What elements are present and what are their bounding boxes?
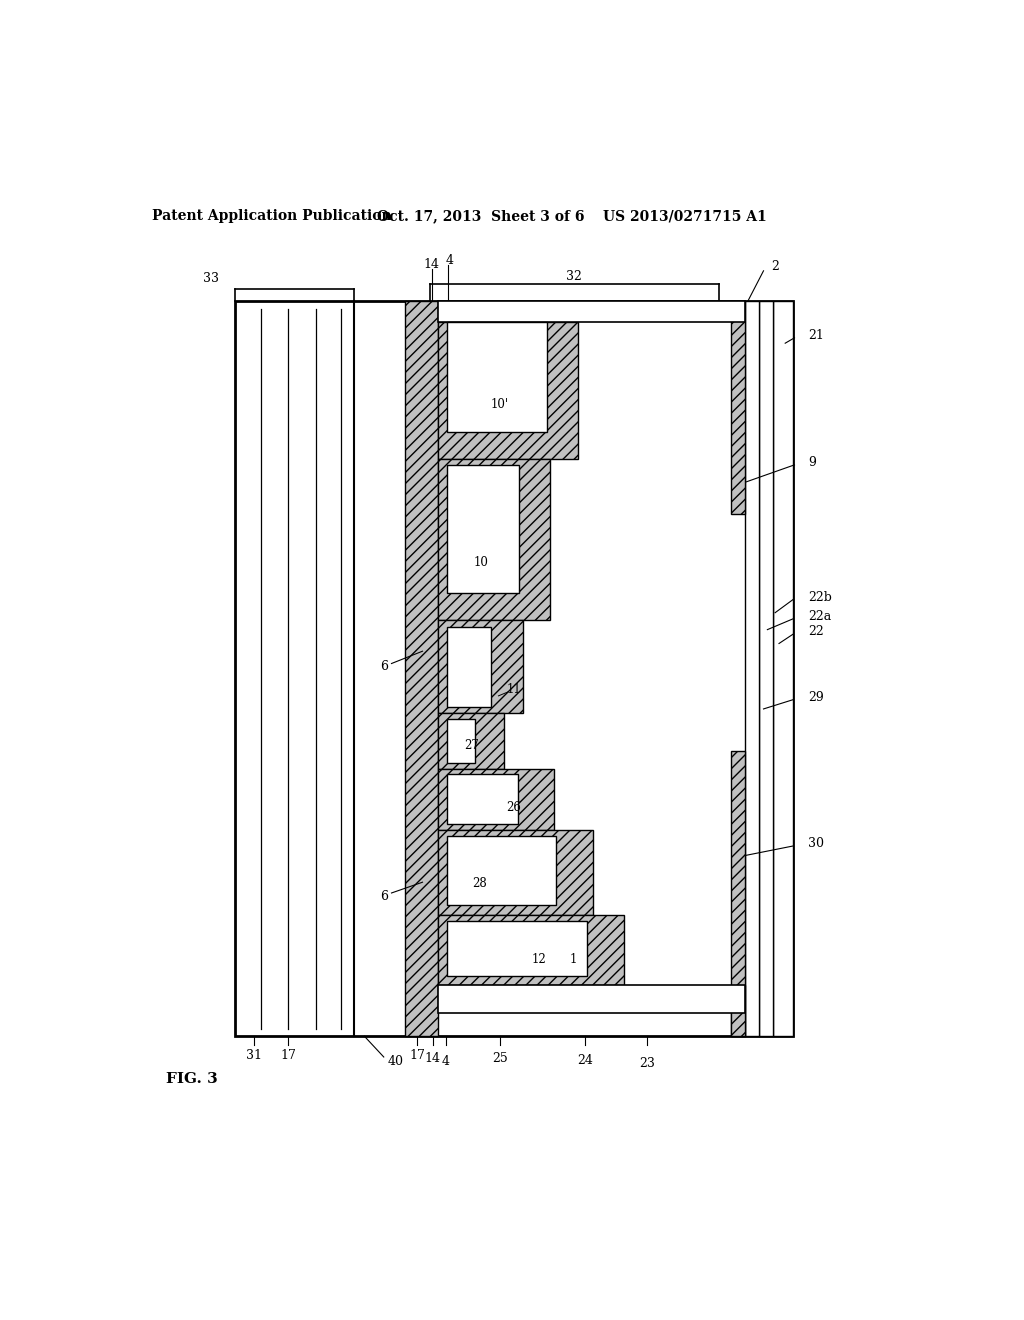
Text: Oct. 17, 2013  Sheet 3 of 6: Oct. 17, 2013 Sheet 3 of 6 xyxy=(377,209,585,223)
Bar xyxy=(447,921,587,977)
Text: 22a: 22a xyxy=(809,610,831,623)
Text: 1: 1 xyxy=(570,953,578,966)
Bar xyxy=(438,322,578,459)
Text: 27: 27 xyxy=(464,739,479,751)
Bar xyxy=(438,770,554,830)
Bar xyxy=(447,627,490,706)
Bar xyxy=(234,301,793,1036)
Text: 23: 23 xyxy=(639,1056,655,1069)
Text: 17: 17 xyxy=(410,1049,425,1063)
Text: 17: 17 xyxy=(281,1049,296,1063)
Bar xyxy=(447,775,518,824)
Text: 9: 9 xyxy=(809,455,816,469)
Text: 30: 30 xyxy=(809,837,824,850)
Text: 29: 29 xyxy=(809,690,824,704)
Bar xyxy=(731,985,744,1036)
Bar xyxy=(731,301,744,515)
Bar xyxy=(447,836,556,906)
Text: 22b: 22b xyxy=(809,591,833,603)
Text: 25: 25 xyxy=(493,1052,508,1065)
Bar xyxy=(406,301,438,1036)
Text: FIG. 3: FIG. 3 xyxy=(166,1072,217,1085)
Bar xyxy=(447,465,519,594)
Text: 31: 31 xyxy=(246,1049,261,1063)
Bar xyxy=(447,719,475,763)
Text: US 2013/0271715 A1: US 2013/0271715 A1 xyxy=(602,209,766,223)
Text: 6: 6 xyxy=(380,660,388,673)
Text: 14: 14 xyxy=(425,1052,440,1065)
Text: 26: 26 xyxy=(506,801,520,814)
Text: 12: 12 xyxy=(531,953,546,966)
Bar xyxy=(447,322,547,432)
Text: 10: 10 xyxy=(473,556,488,569)
Bar xyxy=(438,301,744,322)
Text: 4: 4 xyxy=(441,1055,450,1068)
Text: 2: 2 xyxy=(771,260,779,273)
Text: 22: 22 xyxy=(809,626,824,639)
Bar xyxy=(438,713,504,770)
Text: 28: 28 xyxy=(472,878,486,890)
Text: 6: 6 xyxy=(380,890,388,903)
Bar xyxy=(744,301,759,1036)
Text: 4: 4 xyxy=(445,253,454,267)
Bar xyxy=(773,301,793,1036)
Bar xyxy=(731,751,744,1036)
Text: Patent Application Publication: Patent Application Publication xyxy=(152,209,391,223)
Bar xyxy=(438,985,744,1014)
Bar xyxy=(438,830,593,915)
Bar xyxy=(438,915,624,985)
Text: 11: 11 xyxy=(507,684,521,696)
Bar xyxy=(438,620,523,713)
Text: 10': 10' xyxy=(490,399,509,412)
Text: 33: 33 xyxy=(203,272,219,285)
Text: 14: 14 xyxy=(424,259,439,271)
Text: 40: 40 xyxy=(387,1055,403,1068)
Text: 32: 32 xyxy=(565,269,582,282)
Bar xyxy=(438,459,550,620)
Text: 24: 24 xyxy=(578,1055,593,1068)
Text: 21: 21 xyxy=(809,329,824,342)
Bar xyxy=(759,301,773,1036)
